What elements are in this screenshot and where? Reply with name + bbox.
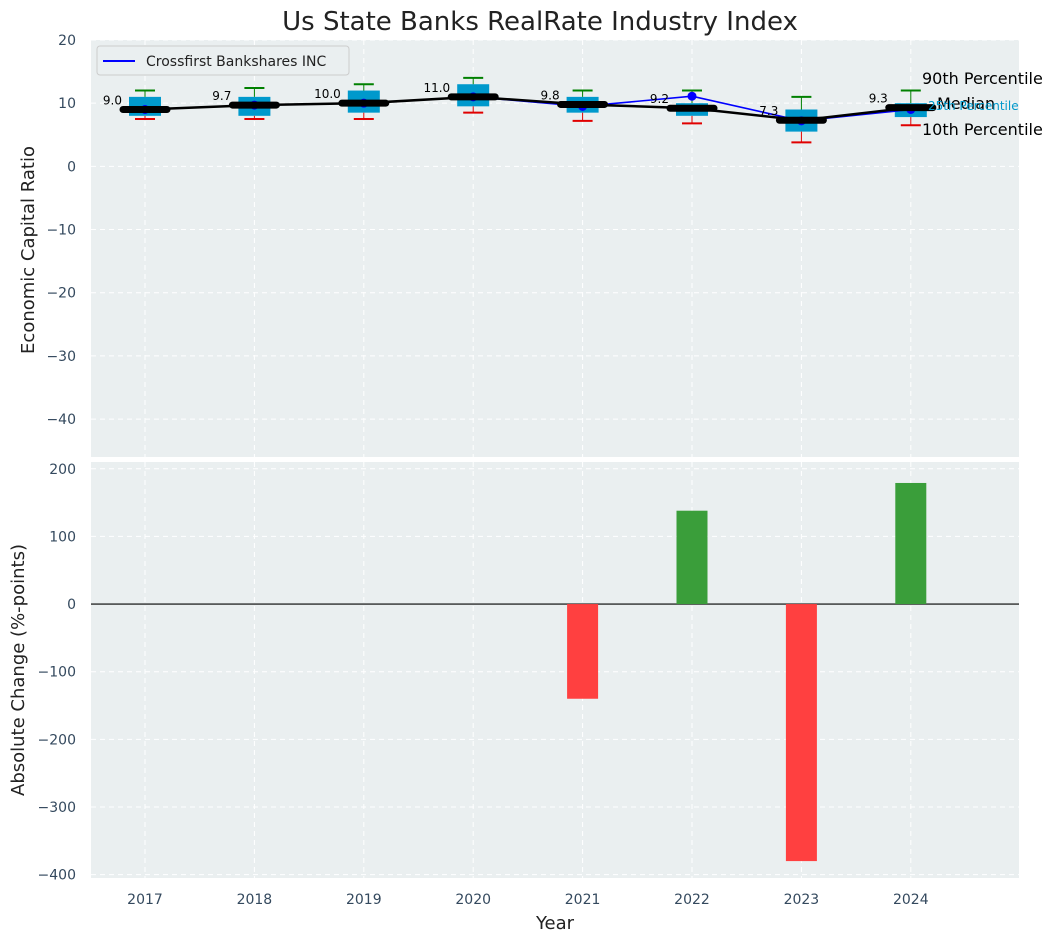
- bottom-y-tick-label: −300: [38, 800, 76, 816]
- bottom-grid: [91, 462, 1019, 878]
- top-y-ticks: 20 10 0 −10 −20 −30 −40: [46, 33, 76, 428]
- p90-side-label: 90th Percentile: [922, 69, 1043, 88]
- bottom-y-tick-label: 0: [67, 597, 76, 613]
- bottom-y-ticks: 200 100 0 −100 −200 −300 −400: [38, 462, 76, 884]
- x-tick-label: 2023: [784, 892, 820, 908]
- top-y-tick-label: 0: [67, 159, 76, 175]
- x-tick-label: 2021: [565, 892, 601, 908]
- median-value-label: 9.7: [212, 89, 231, 103]
- legend-label-company: Crossfirst Bankshares INC: [146, 54, 327, 70]
- bottom-panel: [91, 462, 1019, 878]
- top-y-tick-label: −40: [46, 412, 76, 428]
- median-value-label: 9.2: [650, 92, 669, 106]
- x-tick-label: 2018: [237, 892, 273, 908]
- median-value-label: 9.0: [103, 94, 122, 108]
- change-bars: [567, 482, 927, 862]
- median-value-label: 9.8: [541, 88, 560, 102]
- p25-side-label: 25th Percentile: [928, 99, 1019, 113]
- top-y-tick-label: −20: [46, 286, 76, 302]
- company-point: [687, 91, 697, 101]
- top-y-tick-label: −10: [46, 223, 76, 239]
- change-bar: [895, 482, 927, 605]
- bottom-y-tick-label: −400: [38, 868, 76, 884]
- bottom-y-tick-label: 200: [49, 462, 76, 478]
- x-tick-label: 2022: [674, 892, 710, 908]
- top-y-tick-label: 10: [58, 96, 76, 112]
- x-ticks: 2017 2018 2019 2020 2021 2022 2023 2024: [127, 892, 929, 908]
- top-y-tick-label: 20: [58, 33, 76, 49]
- median-side-label: Median: [937, 94, 995, 113]
- chart-title: Us State Banks RealRate Industry Index: [282, 7, 798, 37]
- p10-side-label: 10th Percentile: [922, 120, 1043, 139]
- x-tick-label: 2024: [893, 892, 929, 908]
- top-y-tick-label: −30: [46, 349, 76, 365]
- change-bar: [785, 604, 817, 862]
- change-bar: [676, 510, 708, 605]
- legend: Crossfirst Bankshares INC: [96, 45, 350, 76]
- series-lines: [119, 91, 937, 126]
- x-tick-label: 2017: [127, 892, 163, 908]
- median-value-label: 11.0: [423, 81, 450, 95]
- bottom-y-tick-label: −200: [38, 732, 76, 748]
- x-tick-label: 2019: [346, 892, 382, 908]
- bottom-y-tick-label: −100: [38, 665, 76, 681]
- x-tick-label: 2020: [455, 892, 491, 908]
- median-value-label: 7.3: [759, 104, 778, 118]
- bottom-y-tick-label: 100: [49, 529, 76, 545]
- legend-frame: [96, 45, 350, 76]
- median-value-label: 10.0: [314, 87, 341, 101]
- x-axis-label: Year: [535, 913, 575, 934]
- bottom-y-axis-label: Absolute Change (%-points): [8, 544, 29, 796]
- median-labels: 9.0 9.7 10.0 11.0 9.8 9.2 7.3 9.3: [103, 81, 888, 118]
- median-value-label: 9.3: [869, 92, 888, 106]
- change-bar: [567, 604, 599, 699]
- top-y-axis-label: Economic Capital Ratio: [18, 146, 39, 354]
